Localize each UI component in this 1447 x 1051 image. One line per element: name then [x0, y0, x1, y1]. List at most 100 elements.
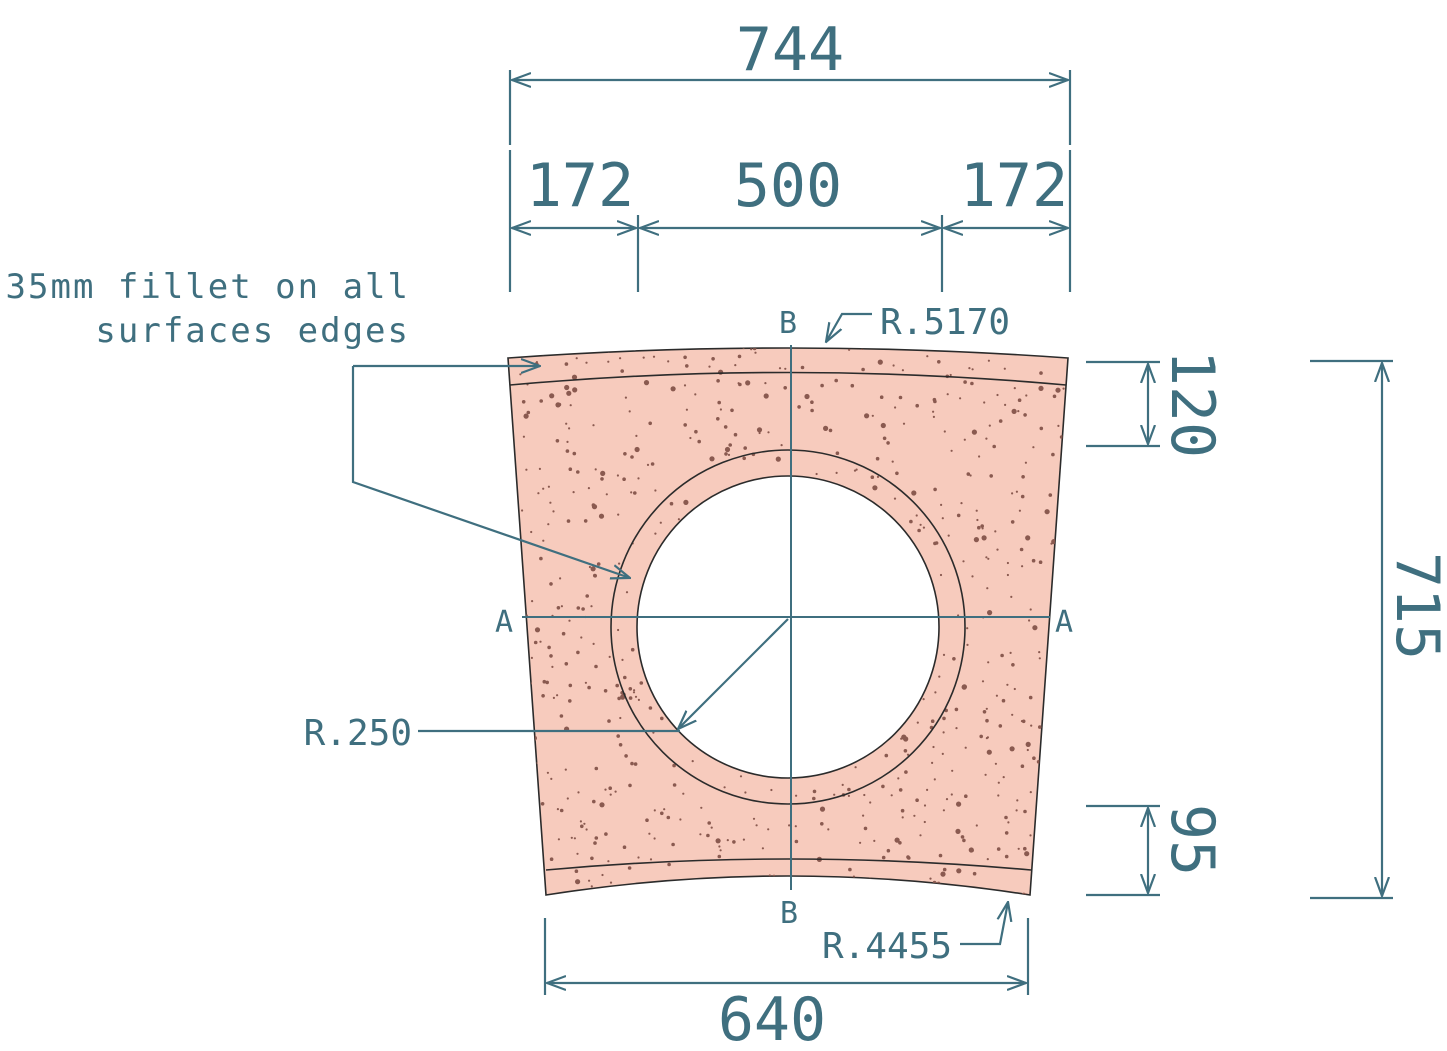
- aggregate-speckle: [864, 413, 870, 419]
- aggregate-speckle: [568, 427, 571, 430]
- aggregate-speckle: [592, 642, 595, 646]
- aggregate-speckle: [978, 455, 981, 458]
- aggregate-speckle: [585, 594, 589, 598]
- aggregate-speckle: [530, 656, 534, 660]
- aggregate-speckle: [783, 386, 787, 390]
- aggregate-speckle: [564, 384, 570, 391]
- aggregate-speckle: [971, 368, 974, 371]
- aggregate-speckle: [619, 716, 622, 720]
- aggregate-speckle: [1062, 812, 1065, 815]
- aggregate-speckle: [741, 878, 744, 881]
- aggregate-speckle: [919, 523, 922, 526]
- aggregate-speckle: [632, 691, 636, 694]
- aggregate-speckle: [913, 814, 916, 817]
- aggregate-speckle: [863, 826, 868, 831]
- aggregate-speckle: [564, 362, 569, 366]
- aggregate-speckle: [810, 408, 814, 413]
- aggregate-speckle: [1004, 815, 1008, 820]
- aggregate-speckle: [685, 364, 689, 368]
- aggregate-speckle: [1072, 463, 1074, 465]
- aggregate-speckle: [940, 503, 943, 506]
- aggregate-speckle: [506, 582, 508, 584]
- aggregate-speckle: [1018, 509, 1022, 512]
- aggregate-speckle: [871, 414, 874, 417]
- aggregate-speckle: [633, 689, 636, 692]
- aggregate-speckle: [841, 783, 844, 787]
- aggregate-speckle: [903, 736, 909, 742]
- aggregate-speckle: [761, 847, 765, 850]
- aggregate-speckle: [667, 862, 671, 867]
- aggregate-speckle: [987, 557, 990, 560]
- aggregate-speckle: [1031, 558, 1036, 563]
- aggregate-speckle: [515, 522, 519, 526]
- aggregate-speckle: [788, 824, 791, 827]
- aggregate-speckle: [533, 348, 537, 351]
- section-mark-a-right: A: [1055, 605, 1073, 640]
- aggregate-speckle: [898, 395, 903, 400]
- aggregate-speckle: [1029, 608, 1032, 611]
- aggregate-speckle: [870, 475, 875, 480]
- aggregate-speckle: [708, 365, 711, 368]
- aggregate-speckle: [568, 619, 571, 622]
- aggregate-speckle: [527, 809, 530, 812]
- aggregate-speckle: [628, 696, 633, 700]
- aggregate-speckle: [617, 341, 622, 346]
- aggregate-speckle: [876, 475, 880, 478]
- overall-height-label: 715: [1382, 552, 1447, 660]
- aggregate-speckle: [1038, 560, 1043, 564]
- aggregate-speckle: [730, 408, 734, 413]
- aggregate-speckle: [994, 530, 997, 533]
- aggregate-speckle: [1029, 339, 1031, 341]
- aggregate-speckle: [1021, 475, 1025, 479]
- aggregate-speckle: [987, 359, 991, 362]
- aggregate-speckle: [1030, 352, 1033, 355]
- aggregate-speckle: [619, 357, 622, 360]
- aggregate-speckle: [931, 761, 934, 765]
- aggregate-speckle: [530, 530, 533, 534]
- dimension-overall-top-width: 744: [508, 15, 1072, 145]
- section-mark-b-bottom: B: [780, 896, 798, 931]
- aggregate-speckle: [561, 631, 566, 636]
- overall-top-width-label: 744: [736, 15, 844, 85]
- fillet-note-line1: 35mm fillet on all: [6, 267, 410, 307]
- aggregate-speckle: [707, 821, 711, 825]
- aggregate-speckle: [930, 719, 935, 723]
- aggregate-speckle: [897, 777, 900, 780]
- aggregate-speckle: [742, 348, 745, 350]
- aggregate-speckle: [998, 419, 1003, 423]
- aggregate-speckle: [564, 662, 569, 666]
- aggregate-speckle: [1013, 687, 1016, 691]
- aggregate-speckle: [1017, 847, 1020, 850]
- aggregate-speckle: [947, 534, 950, 537]
- aggregate-speckle: [588, 879, 591, 882]
- aggregate-speckle: [603, 689, 608, 693]
- aggregate-speckle: [1064, 488, 1068, 494]
- aggregate-speckle: [1052, 394, 1057, 399]
- aggregate-speckle: [634, 446, 640, 453]
- aggregate-speckle: [770, 788, 773, 792]
- aggregate-speckle: [847, 787, 851, 792]
- aggregate-speckle: [862, 814, 865, 817]
- aggregate-speckle: [1000, 653, 1004, 658]
- aggregate-speckle: [515, 659, 518, 662]
- aggregate-speckle: [992, 444, 996, 449]
- aggregate-speckle: [986, 858, 989, 861]
- aggregate-speckle: [1026, 748, 1029, 752]
- aggregate-speckle: [588, 565, 592, 569]
- aggregate-speckle: [912, 887, 915, 891]
- aggregate-speckle: [630, 761, 634, 766]
- aggregate-speckle: [568, 699, 572, 703]
- aggregate-speckle: [1029, 834, 1032, 837]
- aggregate-speckle: [617, 513, 620, 516]
- dimension-overall-height: 715: [1310, 359, 1447, 900]
- aggregate-speckle: [604, 832, 608, 836]
- aggregate-speckle: [649, 858, 653, 861]
- aggregate-speckle: [616, 474, 620, 477]
- aggregate-speckle: [508, 797, 510, 801]
- aggregate-speckle: [1006, 573, 1010, 577]
- aggregate-speckle: [523, 413, 529, 419]
- aggregate-speckle: [900, 737, 903, 740]
- aggregate-speckle: [719, 408, 723, 411]
- aggregate-speckle: [744, 791, 747, 794]
- aggregate-speckle: [893, 497, 897, 500]
